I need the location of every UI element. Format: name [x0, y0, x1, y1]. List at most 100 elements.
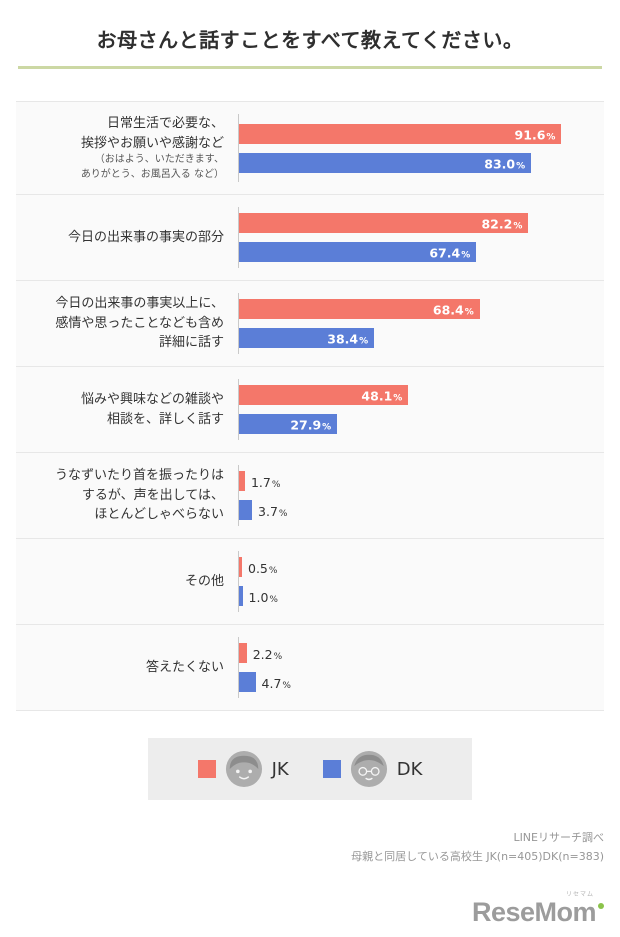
bar-group: 82.2% 67.4% [238, 207, 604, 268]
bar-line: 0.5% [239, 557, 591, 577]
logo-ruby: リセマム [565, 890, 594, 898]
girl-face-icon [225, 750, 263, 788]
chart-row: 悩みや興味などの雑談や相談を、詳しく話す 48.1% 27.9% [16, 367, 604, 453]
legend-item-dk: DK [322, 750, 423, 788]
bar-chart: 日常生活で必要な、挨拶やお願いや感謝など （おはよう、いただきます、ありがとう、お… [16, 101, 604, 711]
chart-title: お母さんと話すことをすべて教えてください。 [96, 28, 524, 52]
bar-value: 27.9% [290, 417, 332, 433]
chart-row: 答えたくない 2.2% 4.7% [16, 625, 604, 711]
bar-group: 48.1% 27.9% [238, 379, 604, 440]
dk-bar [239, 500, 253, 520]
chart-rows: 日常生活で必要な、挨拶やお願いや感謝など （おはよう、いただきます、ありがとう、お… [16, 102, 604, 711]
bar-value: 48.1% [361, 388, 403, 404]
category-label-line: 今日の出来事の事実以上に、 [55, 296, 224, 312]
legend: JK DK [148, 738, 472, 800]
category-label-line: その他 [184, 573, 224, 589]
bar-value: 68.4% [432, 302, 474, 318]
jk-bar: 91.6% [239, 123, 562, 144]
source-line: LINEリサーチ調べ [513, 831, 604, 844]
logo-dot [598, 902, 604, 909]
bar-group: 1.7% 3.7% [238, 465, 604, 526]
jk-bar [239, 471, 245, 491]
bar-value: 4.7% [261, 675, 291, 691]
bar-line: 1.7% [239, 471, 591, 491]
sample-line: 母親と同居している高校生 JK(n=405)DK(n=383) [351, 850, 604, 864]
chart-row: 今日の出来事の事実の部分 82.2% 67.4% [16, 195, 604, 281]
bar-value: 67.4% [429, 245, 471, 261]
bar-line: 48.1% [239, 385, 591, 405]
category-label-line: するが、声を出しては、 [81, 487, 224, 503]
bar-line: 27.9% [239, 414, 591, 434]
title-underline [18, 66, 602, 69]
dk-bar: 27.9% [239, 414, 338, 434]
chart-row: その他 0.5% 1.0% [16, 539, 604, 625]
bar-line: 2.2% [239, 643, 591, 663]
bar-line: 82.2% [239, 213, 591, 233]
category-label: 答えたくない [16, 658, 238, 678]
bar-line: 38.4% [239, 328, 591, 348]
bar-value: 3.7% [258, 503, 288, 519]
jk-bar: 68.4% [239, 299, 480, 319]
jk-bar: 82.2% [239, 213, 529, 233]
logo-area: リセマム ReseMom [16, 889, 604, 928]
bar-line: 67.4% [239, 242, 591, 262]
source-note: LINEリサーチ調べ 母親と同居している高校生 JK(n=405)DK(n=38… [16, 828, 604, 867]
bar-group: 0.5% 1.0% [238, 551, 604, 612]
chart-row: 日常生活で必要な、挨拶やお願いや感謝など （おはよう、いただきます、ありがとう、お… [16, 102, 604, 195]
category-note-line: ありがとう、お風呂入る など） [80, 168, 224, 180]
category-label: うなずいたり首を振ったりはするが、声を出しては、ほとんどしゃべらない [16, 466, 238, 525]
category-note-line: （おはよう、いただきます、 [94, 154, 224, 165]
bar-value: 38.4% [327, 331, 369, 347]
category-label-line: うなずいたり首を振ったりは [54, 468, 224, 484]
legend-label-jk: JK [271, 758, 289, 780]
category-label-line: 今日の出来事の事実の部分 [67, 229, 224, 245]
category-label-line: 日常生活で必要な、 [106, 116, 224, 131]
bar-value: 1.7% [250, 474, 281, 490]
bar-value: 1.0% [248, 589, 278, 605]
dk-bar: 67.4% [239, 242, 477, 262]
bar-line: 1.0% [239, 586, 591, 606]
chart-row: うなずいたり首を振ったりはするが、声を出しては、ほとんどしゃべらない 1.7% 3.… [16, 453, 604, 539]
legend-label-dk: DK [396, 758, 423, 780]
chart-row: 今日の出来事の事実以上に、 感情や思ったことなども含め詳細に話す 68.4% 38.4… [16, 281, 604, 367]
bar-line: 91.6% [239, 123, 591, 144]
category-label-line: 詳細に話す [158, 335, 224, 351]
jk-bar: 48.1% [239, 385, 409, 405]
legend-item-jk: JK [197, 750, 289, 788]
header: お母さんと話すことをすべて教えてください。 [0, 0, 620, 69]
jk-bar [239, 557, 242, 577]
bar-value: 2.2% [252, 646, 283, 662]
jk-color-swatch [197, 760, 216, 778]
category-label: 今日の出来事の事実以上に、 感情や思ったことなども含め詳細に話す [16, 294, 238, 353]
category-label-line: 挨拶やお願いや感謝など [80, 135, 224, 151]
dk-bar [239, 586, 243, 606]
bar-line: 4.7% [239, 672, 591, 692]
dk-bar: 38.4% [239, 328, 375, 348]
category-label-line: 相談を、詳しく話す [106, 411, 224, 427]
dk-bar [239, 672, 256, 692]
bar-value: 83.0% [484, 156, 526, 171]
category-label-line: 悩みや興味などの雑談や [80, 392, 224, 407]
bar-line: 68.4% [239, 299, 591, 319]
jk-bar [239, 643, 247, 663]
category-label-line: 感情や思ったことなども含め [55, 315, 224, 331]
bar-value: 82.2% [481, 216, 523, 232]
dk-bar: 83.0% [239, 152, 532, 173]
dk-color-swatch [322, 760, 341, 778]
category-label: その他 [16, 572, 238, 592]
resemom-logo: リセマム ReseMom [472, 889, 604, 928]
boy-face-icon [350, 750, 388, 788]
bar-group: 68.4% 38.4% [238, 293, 604, 354]
bar-group: 91.6% 83.0% [238, 114, 604, 182]
bar-value: 0.5% [248, 560, 278, 576]
category-label-line: ほとんどしゃべらない [94, 507, 224, 523]
logo-text: ReseMom [471, 896, 597, 927]
bar-line: 3.7% [239, 500, 591, 520]
bar-value: 91.6% [514, 127, 556, 142]
bar-group: 2.2% 4.7% [238, 637, 604, 698]
category-label: 日常生活で必要な、挨拶やお願いや感謝など （おはよう、いただきます、ありがとう、お… [16, 114, 238, 182]
category-label: 悩みや興味などの雑談や相談を、詳しく話す [16, 390, 238, 429]
category-label: 今日の出来事の事実の部分 [16, 228, 238, 248]
bar-line: 83.0% [239, 152, 591, 173]
